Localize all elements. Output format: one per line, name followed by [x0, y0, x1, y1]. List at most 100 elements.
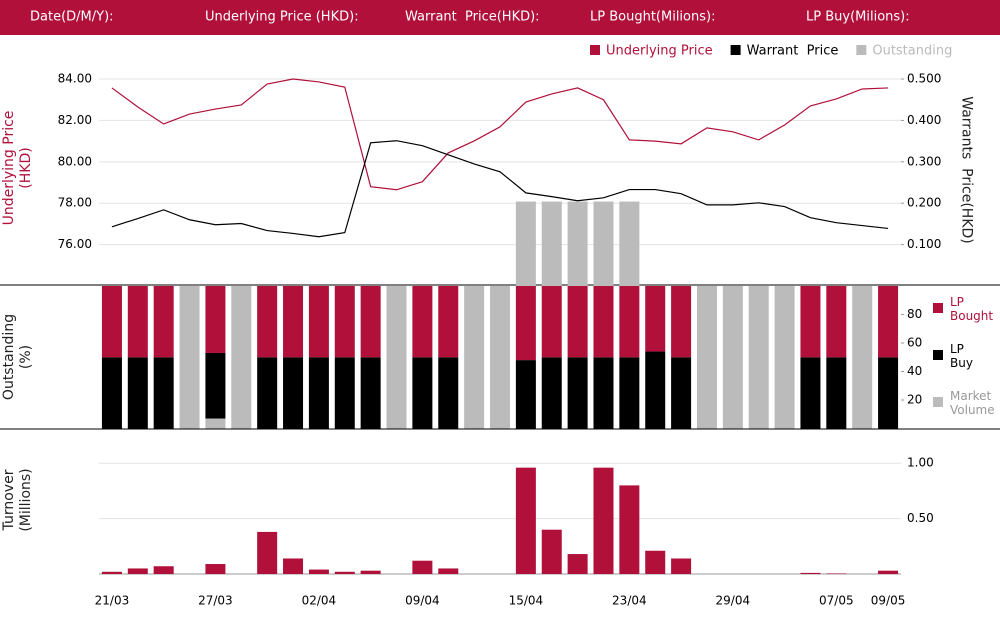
bar — [619, 201, 640, 286]
bar-segment — [257, 357, 278, 429]
bar-segment — [515, 360, 536, 429]
y-tick-label: 1.00 — [907, 456, 934, 470]
y-tick-label: 40 — [907, 364, 922, 378]
bar-segment — [308, 286, 329, 358]
bar-segment — [567, 286, 588, 358]
bar-segment — [101, 357, 122, 429]
legend-swatch — [730, 45, 741, 55]
y-tick-label: 84.00 — [58, 72, 92, 86]
bar-segment — [671, 286, 692, 358]
bar — [567, 201, 588, 286]
bar-segment — [800, 286, 821, 358]
bar — [671, 558, 692, 574]
bar-segment — [541, 286, 562, 358]
bar — [205, 564, 226, 574]
bar-segment — [205, 286, 226, 353]
bar — [567, 554, 588, 574]
bar-segment — [826, 357, 847, 429]
bar-segment — [438, 357, 459, 429]
bar-segment — [464, 286, 485, 429]
bar-segment — [567, 357, 588, 429]
bar-segment — [334, 286, 355, 358]
legend-swatch — [856, 45, 867, 55]
bar-segment — [257, 286, 278, 358]
bar-segment — [878, 357, 899, 429]
y-tick-label: 82.00 — [58, 113, 92, 127]
line — [111, 140, 889, 238]
bar — [101, 571, 122, 574]
bar — [645, 550, 666, 574]
bar — [541, 529, 562, 574]
y2-tick-label: 0.300 — [907, 154, 941, 168]
bar-segment — [308, 357, 329, 429]
y-tick-label: 0.50 — [907, 511, 934, 525]
bar-segment — [386, 286, 407, 429]
y-tick-label: 20 — [907, 393, 922, 407]
legend-swatch — [933, 397, 943, 407]
bar-segment — [645, 351, 666, 429]
header-label: LP Buy(Milions): — [806, 10, 910, 25]
x-tick-label: 29/04 — [716, 594, 751, 608]
header-label: Underlying Price (HKD): — [205, 10, 359, 25]
x-tick-label: 07/05 — [819, 594, 854, 608]
y-axis-title: Underlying Price (HKD) — [1, 110, 34, 226]
x-tick-label: 21/03 — [95, 594, 130, 608]
y2-axis-title: Warrants Price(HKD) — [958, 96, 975, 244]
bar — [308, 569, 329, 574]
bar-segment — [490, 286, 510, 429]
bar — [283, 558, 304, 574]
bar-segment — [153, 286, 174, 358]
bar-segment — [671, 357, 692, 429]
bar-segment — [774, 286, 795, 429]
header-label: LP Bought(Milions): — [590, 10, 715, 25]
y-tick-label: 80 — [907, 307, 922, 321]
bar-segment — [878, 286, 899, 358]
bar-segment — [283, 357, 304, 429]
bar-segment — [231, 286, 252, 429]
legend-label: Warrant Price — [747, 44, 839, 59]
y-tick-label: 76.00 — [58, 237, 92, 251]
bar-segment — [696, 286, 717, 429]
bar — [826, 573, 847, 574]
bar-segment — [619, 357, 640, 429]
bar — [412, 560, 433, 574]
header-label: Date(D/M/Y): — [30, 10, 114, 25]
legend-label: Market Volume — [950, 389, 995, 417]
bar-segment — [205, 418, 226, 429]
line — [111, 78, 889, 191]
y2-tick-label: 0.400 — [907, 113, 941, 127]
bar-segment — [619, 286, 640, 358]
y-tick-label: 60 — [907, 336, 922, 350]
x-tick-label: 02/04 — [302, 594, 337, 608]
legend-label: Underlying Price — [606, 44, 713, 59]
legend-swatch — [590, 45, 600, 55]
bar-segment — [153, 357, 174, 429]
bar — [619, 485, 640, 574]
bar-segment — [179, 286, 200, 429]
y-axis-title: Turnover (Millions) — [1, 468, 34, 532]
bar — [515, 467, 536, 574]
bar-segment — [826, 286, 847, 358]
bar-segment — [283, 286, 304, 358]
bar-segment — [101, 286, 122, 358]
bar-segment — [412, 286, 433, 358]
bar — [541, 201, 562, 286]
bar — [515, 201, 536, 286]
bar-segment — [515, 286, 536, 361]
legend-label: LP Bought — [950, 295, 994, 323]
x-tick-label: 23/04 — [612, 594, 647, 608]
bar-segment — [412, 357, 433, 429]
bar-segment — [127, 286, 148, 358]
bar-segment — [593, 286, 614, 358]
x-tick-label: 15/04 — [509, 594, 544, 608]
x-tick-label: 09/05 — [871, 594, 906, 608]
bar-segment — [722, 286, 743, 429]
y2-tick-label: 0.500 — [907, 72, 941, 86]
bar — [593, 201, 614, 286]
bar-segment — [800, 357, 821, 429]
y2-tick-label: 0.100 — [907, 237, 941, 251]
legend-swatch — [933, 303, 943, 313]
bar-segment — [360, 357, 381, 429]
bar-segment — [645, 286, 666, 352]
